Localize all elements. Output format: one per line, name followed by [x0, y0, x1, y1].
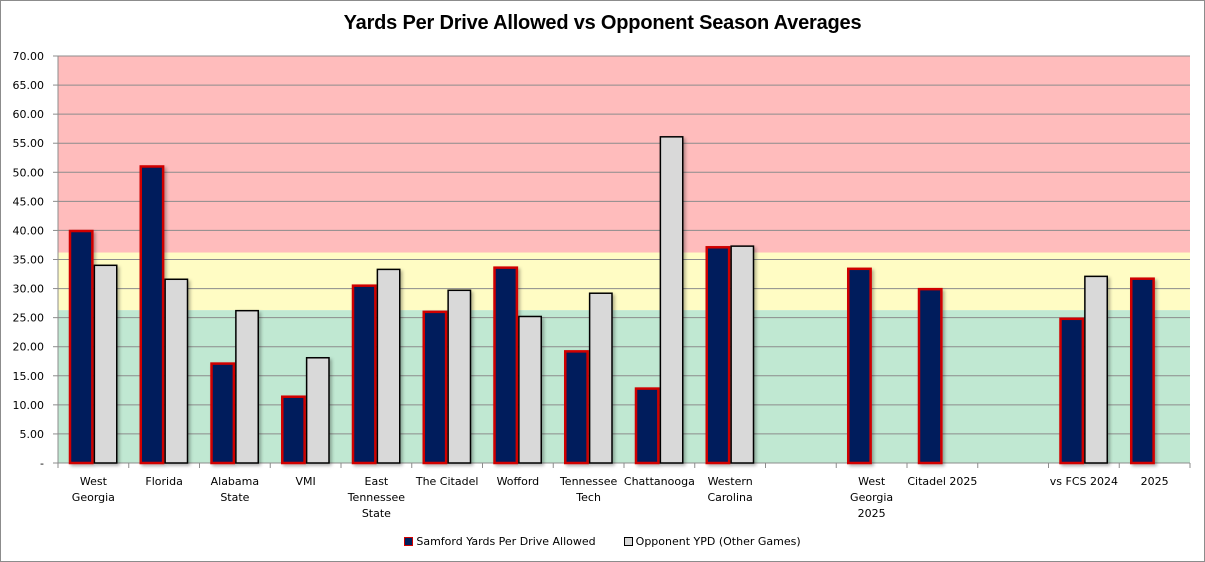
bar-samford	[281, 395, 306, 465]
y-tick-label: 45.00	[13, 195, 45, 208]
x-tick-label: Citadel 2025	[907, 475, 977, 488]
x-tick-label: West	[80, 475, 108, 488]
y-tick-label: 65.00	[13, 79, 45, 92]
y-tick-label: -	[40, 457, 44, 470]
bar-samford	[351, 284, 377, 465]
x-tick-label: Chattanooga	[624, 475, 695, 488]
x-tick-label: 2025	[858, 507, 886, 520]
bar-opponent	[376, 268, 401, 464]
x-tick-label: Georgia	[850, 491, 893, 504]
bar-opponent	[164, 278, 189, 464]
x-tick-label: 2025	[1141, 475, 1169, 488]
x-tick-label: Wofford	[497, 475, 540, 488]
bar-opponent	[447, 289, 472, 464]
legend-swatch-opponent	[623, 537, 633, 546]
y-tick-label: 25.00	[13, 312, 45, 325]
bar-samford	[139, 165, 165, 465]
bar-opponent	[1084, 275, 1108, 464]
x-tick-label: Georgia	[72, 491, 115, 504]
x-tick-label: Alabama	[211, 475, 260, 488]
legend-label-opponent: Opponent YPD (Other Games)	[635, 535, 801, 548]
x-tick-label: West	[858, 475, 886, 488]
x-tick-label: Florida	[145, 475, 182, 488]
y-tick-label: 40.00	[13, 224, 45, 237]
bar-opponent	[588, 292, 613, 464]
bar-samford	[847, 267, 872, 465]
x-tick-label: Tennessee	[347, 491, 406, 504]
x-tick-label: State	[220, 491, 249, 504]
y-tick-label: 20.00	[13, 341, 45, 354]
y-tick-label: 70.00	[13, 50, 45, 63]
x-axis: West Georgia Florida Alabama State VMI East Ten…	[57, 462, 1191, 520]
x-tick-label: State	[362, 507, 391, 520]
x-tick-label: Western	[708, 475, 753, 488]
bar-samford	[917, 287, 943, 465]
bar-samford	[68, 229, 94, 465]
bars	[68, 136, 1155, 465]
x-tick-label: The Citadel	[415, 475, 479, 488]
bar-samford	[493, 266, 519, 465]
x-tick-label: Tech	[575, 491, 601, 504]
x-tick-label: VMI	[295, 475, 315, 488]
bar-samford	[705, 246, 731, 465]
x-tick-label: vs FCS 2024	[1050, 475, 1118, 488]
bar-samford	[634, 387, 660, 465]
bar-opponent	[235, 309, 259, 464]
background-bands	[58, 56, 1190, 463]
y-tick-label: 5.00	[20, 428, 45, 441]
y-tick-label: 35.00	[13, 254, 45, 267]
y-tick-label: 60.00	[13, 108, 45, 121]
legend-item-opponent: Opponent YPD (Other Games)	[623, 535, 801, 548]
y-tick-label: 50.00	[13, 166, 45, 179]
bar-samford	[1130, 277, 1155, 465]
x-tick-label: Carolina	[707, 491, 752, 504]
y-tick-label: 55.00	[13, 137, 45, 150]
bar-samford	[1059, 317, 1085, 465]
bar-samford	[210, 362, 236, 465]
chart-title: Yards Per Drive Allowed vs Opponent Seas…	[343, 12, 862, 34]
bar-opponent	[730, 245, 755, 464]
legend: Samford Yards Per Drive Allowed Opponent…	[0, 535, 1205, 548]
bar-opponent	[305, 357, 330, 464]
bar-samford	[422, 310, 448, 465]
bar-opponent	[93, 264, 118, 464]
legend-label-samford: Samford Yards Per Drive Allowed	[416, 535, 596, 548]
x-tick-label: Tennessee	[559, 475, 618, 488]
band-average	[58, 252, 1190, 311]
y-tick-label: 10.00	[13, 399, 45, 412]
y-tick-label: 15.00	[13, 370, 45, 383]
band-bad	[58, 56, 1190, 253]
bar-samford	[564, 350, 589, 465]
bar-opponent	[518, 315, 542, 464]
x-tick-label: East	[365, 475, 389, 488]
y-tick-label: 30.00	[13, 283, 45, 296]
y-axis: - 5.00 10.00 15.00 20.00 25.00 30.00 35.00 40.00…	[13, 50, 59, 470]
bar-opponent	[659, 136, 684, 464]
legend-item-samford: Samford Yards Per Drive Allowed	[404, 535, 596, 548]
legend-swatch-samford	[404, 537, 414, 546]
